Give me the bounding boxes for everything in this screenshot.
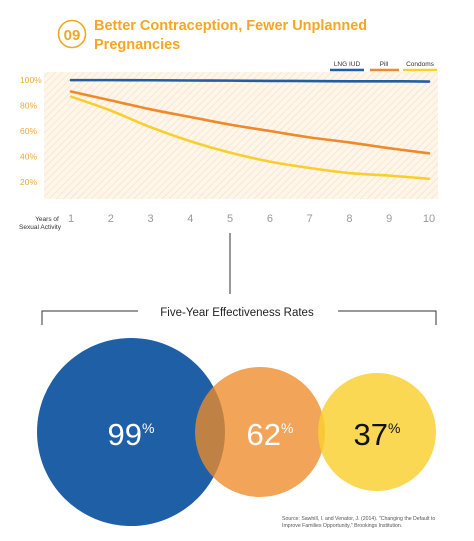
- section-number: 09: [64, 27, 81, 44]
- series-line-lng-iud: [69, 78, 431, 83]
- legend: LNG IUD Pill Condoms: [330, 61, 437, 72]
- x-tick-label: 8: [346, 213, 352, 225]
- bubble-chart-title: Five-Year Effectiveness Rates: [160, 307, 314, 319]
- source-line1: Source: Sawhill, I. and Venator, J. (201…: [282, 516, 435, 522]
- x-tick-label: 2: [108, 213, 114, 225]
- y-tick-label: 20%: [20, 177, 37, 187]
- y-tick-label: 40%: [20, 152, 37, 162]
- x-tick-label: 3: [147, 213, 153, 225]
- bubble-chart: 99% 62% 37%: [37, 338, 436, 526]
- legend-label-lng-iud: LNG IUD: [334, 61, 361, 68]
- bubble-condoms: [318, 373, 436, 491]
- series-line-pill: [69, 90, 431, 155]
- bubble-lng-iud: [37, 338, 225, 526]
- series-line-condoms: [69, 95, 431, 181]
- x-axis-label-line1: Years of: [35, 216, 59, 223]
- bubble-value-lng-iud: 99%: [108, 417, 155, 452]
- x-axis-ticks: 1 2 3 4 5 6 7 8 9 10: [68, 213, 435, 225]
- y-tick-label: 80%: [20, 101, 37, 111]
- y-tick-label: 100%: [20, 75, 42, 85]
- section-number-badge: [57, 19, 87, 49]
- legend-label-pill: Pill: [380, 61, 389, 68]
- page-title-line2: Pregnancies: [94, 37, 180, 53]
- x-tick-label: 4: [187, 213, 193, 225]
- x-tick-label: 10: [423, 213, 435, 225]
- x-tick-label: 5: [227, 213, 233, 225]
- y-tick-label: 60%: [20, 126, 37, 136]
- x-tick-label: 9: [386, 213, 392, 225]
- plot-area: [44, 72, 438, 199]
- bracket-title-bg: [138, 302, 338, 320]
- source-line2: Improve Families Opportunity," Brookings…: [282, 523, 402, 529]
- bubble-value-condoms: 37%: [354, 417, 401, 452]
- x-tick-label: 7: [307, 213, 313, 225]
- x-tick-label: 6: [267, 213, 273, 225]
- bubble-pill: [195, 367, 325, 497]
- legend-label-condoms: Condoms: [406, 61, 435, 68]
- x-tick-label: 1: [68, 213, 74, 225]
- page-title-line1: Better Contraception, Fewer Unplanned: [94, 18, 367, 34]
- bubble-value-pill: 62%: [247, 417, 294, 452]
- x-axis-label-line2: Sexual Activity: [19, 224, 62, 231]
- series-lines: [69, 78, 431, 181]
- y-axis-ticks: 100% 80% 60% 40% 20%: [20, 75, 42, 187]
